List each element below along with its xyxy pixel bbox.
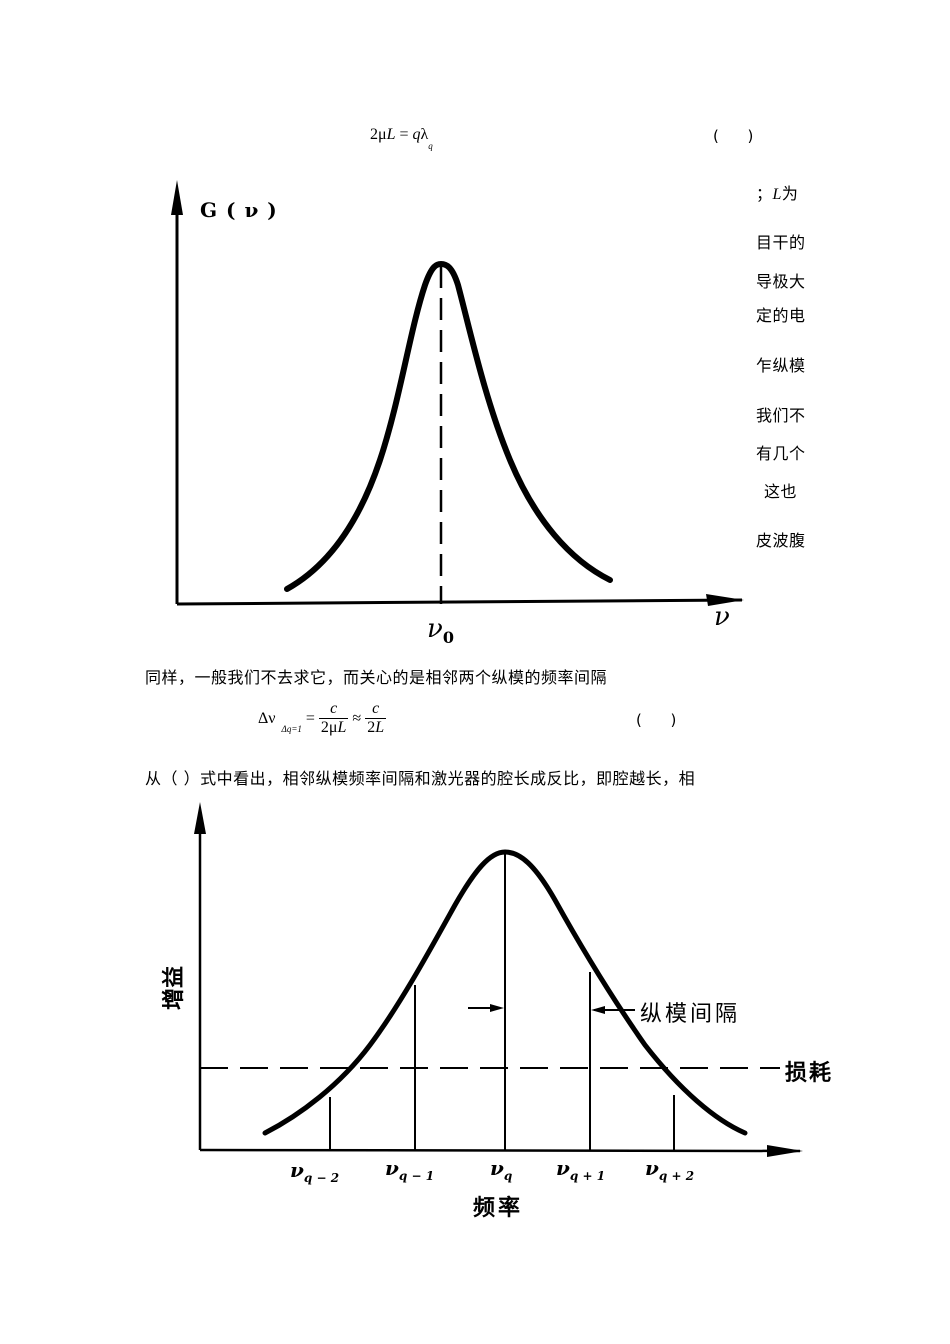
gain-curve: [284, 260, 613, 592]
x-axis-arrow-icon: [767, 1145, 803, 1157]
tick-sub: q: [503, 1169, 513, 1183]
frac2-num: c: [365, 700, 387, 719]
frac1-den: 2μL: [319, 719, 348, 737]
x-axis-label: 频率: [473, 1196, 524, 1221]
loss-label: 损耗: [785, 1061, 834, 1086]
equation1-number: ( ): [713, 127, 754, 145]
paragraph-1: 同样，一般我们不去求它，而关心的是相邻两个纵模的频率间隔: [145, 668, 608, 687]
equation-resonance-condition: 2μL = qλq: [370, 126, 433, 151]
side-fragment-5: 我们不: [756, 406, 806, 425]
side-fragment-4: 乍纵模: [756, 356, 806, 375]
y-axis-arrow-icon: [194, 802, 206, 834]
side-fragment-7: 这也: [764, 482, 798, 501]
tick-main: ν: [427, 614, 443, 644]
spacing-arrowhead-left-icon: [490, 1004, 504, 1012]
side-fragment-var: L: [772, 186, 782, 203]
eq1-lambda: λ: [420, 126, 429, 143]
tick-sub: 0: [442, 628, 454, 648]
equation-mode-spacing: Δν Δq=1 = c 2μL ≈ c 2L: [258, 700, 387, 737]
side-fragment-2: 导极大: [756, 272, 806, 291]
x-tick-q: νq: [490, 1156, 512, 1183]
eq1-rhs-var: q: [412, 126, 421, 143]
x-tick-q-2: νq − 2: [290, 1158, 339, 1185]
x-tick-q+1: νq + 1: [556, 1156, 605, 1183]
eq2-lhs-sub: Δq=1: [282, 724, 302, 734]
frac1-num: c: [318, 700, 349, 719]
eq2-fraction-1: c 2μL: [318, 700, 349, 737]
side-fragment-prefix: ；: [756, 184, 773, 203]
eq1-lhs: 2μ: [370, 126, 387, 143]
spacing-label: 纵模间隔: [640, 1002, 741, 1027]
x-tick-q-1: νq − 1: [385, 1156, 434, 1183]
tick-main: ν: [645, 1156, 659, 1180]
frac1-den-a: 2μ: [320, 719, 338, 736]
tick-main: ν: [556, 1156, 570, 1180]
eq2-lhs: Δν: [258, 709, 276, 727]
frac2-den-a: 2: [367, 719, 376, 736]
x-axis: [199, 1148, 801, 1153]
gain-curve: [262, 849, 748, 1136]
eq1-lhs-var: L: [386, 126, 396, 143]
tick-sub: q − 1: [398, 1169, 435, 1183]
tick-sub: q + 1: [569, 1169, 606, 1183]
eq2-approx: ≈: [348, 709, 366, 727]
x-axis-arrow-icon: [706, 594, 744, 606]
frac1-den-b: L: [337, 719, 347, 736]
tick-sub: q + 2: [658, 1169, 695, 1183]
eq1-sub: q: [428, 141, 433, 152]
frac2-den-b: L: [375, 719, 385, 736]
side-fragment-0: ；L为: [756, 180, 798, 204]
y-axis-label: G ( ν ): [200, 198, 278, 222]
paragraph-2: 从（ ）式中看出，相邻纵模频率间隔和激光器的腔长成反比，即腔越长，相: [145, 769, 696, 788]
eq1-equals: =: [395, 126, 413, 143]
x-tick-q+2: νq + 2: [645, 1156, 694, 1183]
eq2-fraction-2: c 2L: [365, 700, 387, 737]
tick-main: ν: [490, 1156, 504, 1180]
side-fragment-text: 为: [781, 184, 799, 203]
tick-sub: q − 2: [303, 1171, 340, 1185]
x-tick-nu0: ν0: [427, 614, 454, 647]
figure-gain-lineshape: G ( ν ) ν0 ν: [0, 0, 950, 660]
side-fragment-8: 皮波腹: [756, 531, 806, 550]
spacing-arrowhead-right-icon: [591, 1006, 605, 1014]
y-axis-label: 增益: [162, 965, 188, 1011]
gain-lineshape-plot: [171, 180, 744, 606]
side-fragment-3: 定的电: [756, 306, 806, 325]
x-axis-label: ν: [714, 602, 730, 632]
eq2-equals: =: [301, 709, 319, 727]
side-fragment-6: 有几个: [756, 444, 806, 463]
x-axis: [176, 598, 743, 606]
tick-main: ν: [290, 1158, 304, 1182]
frac2-den: 2L: [365, 719, 386, 737]
eq2-sub-text: Δq=1: [281, 723, 302, 734]
y-axis-arrow-icon: [171, 180, 183, 215]
equation2-number: ( ): [636, 711, 677, 729]
tick-main: ν: [385, 1156, 399, 1180]
side-fragment-1: 目干的: [756, 233, 806, 252]
